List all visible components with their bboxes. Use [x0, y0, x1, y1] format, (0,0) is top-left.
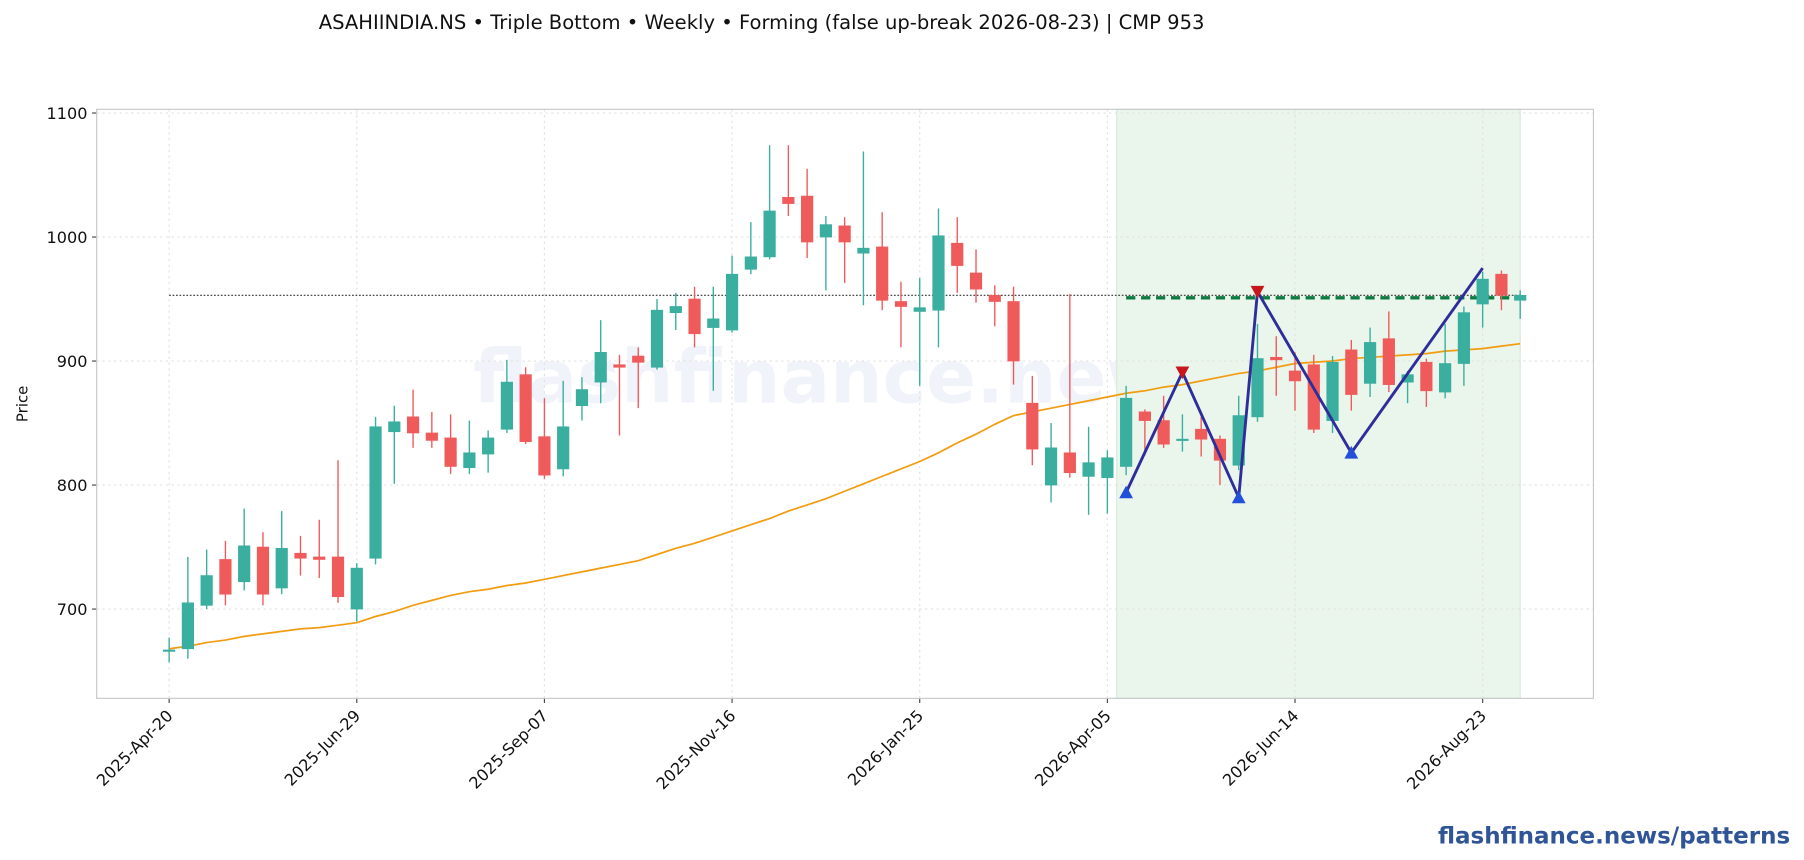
candle-body — [744, 256, 757, 270]
candle-body — [688, 298, 701, 335]
candle-body — [594, 352, 607, 383]
candle-body — [1345, 349, 1358, 395]
candle-body — [969, 272, 983, 290]
candle-body — [463, 452, 476, 469]
candle-body — [1063, 452, 1076, 473]
y-tick-label: 1000 — [46, 228, 87, 247]
candle-body — [388, 421, 401, 433]
y-tick-label: 1100 — [46, 104, 87, 123]
pivot-low — [1344, 445, 1359, 459]
candle-body — [1420, 361, 1433, 392]
candle-body — [707, 318, 720, 328]
candle-body — [219, 559, 232, 595]
candle-body — [313, 556, 326, 560]
candle-body — [1514, 294, 1527, 301]
candle-body — [1439, 363, 1452, 393]
candle-body — [782, 197, 795, 204]
candle-body — [369, 426, 382, 559]
candle-body — [519, 374, 532, 442]
candle-body — [894, 301, 908, 307]
candle-body — [932, 235, 945, 311]
candle-body — [163, 649, 176, 652]
candle-body — [763, 210, 776, 258]
y-axis-label: Price — [14, 386, 32, 422]
candle-body — [275, 547, 288, 589]
candle-body — [256, 546, 270, 595]
candle-body — [876, 246, 889, 301]
candle-body — [406, 416, 420, 434]
candle-body — [1382, 338, 1395, 385]
candle-body — [1363, 342, 1377, 384]
candle-body — [669, 306, 682, 314]
candle-body — [1176, 438, 1189, 441]
candle-body — [801, 195, 814, 243]
candle-body — [819, 224, 832, 238]
candle-body — [1213, 438, 1227, 461]
footer: flashfinance.news/patterns — [1438, 823, 1790, 849]
candle-body — [575, 389, 589, 407]
candle-body — [482, 437, 495, 455]
candle-body — [425, 432, 438, 441]
y-tick-label: 800 — [57, 476, 88, 495]
candle-body — [857, 247, 870, 254]
y-tick-label: 900 — [57, 352, 88, 371]
candle-body — [1157, 420, 1170, 445]
candle-body — [1101, 457, 1114, 478]
candle-body — [294, 552, 307, 559]
candle-body — [1082, 462, 1095, 477]
candle-body — [238, 545, 251, 583]
candle-body — [1251, 358, 1264, 418]
candle-body — [1120, 397, 1133, 467]
plot-frame — [96, 108, 1595, 699]
candle-body — [1044, 447, 1058, 486]
candle-body — [200, 575, 213, 606]
candle-body — [1495, 273, 1508, 296]
candle-body — [838, 225, 851, 243]
candle-body — [988, 294, 1001, 302]
candle-body — [331, 556, 345, 598]
candle-body — [613, 364, 626, 368]
candle-body — [1007, 301, 1020, 362]
pivot-high — [1175, 366, 1190, 380]
candle-body — [1288, 370, 1302, 382]
candle-body — [650, 309, 664, 368]
candle-body — [1476, 278, 1489, 305]
pivot-low — [1231, 490, 1246, 504]
candle-body — [1457, 312, 1470, 364]
candle-body — [951, 242, 964, 266]
candle-body — [538, 436, 551, 476]
y-tick-label: 700 — [57, 600, 88, 619]
candle-body — [181, 602, 194, 650]
candle-body — [350, 567, 363, 610]
candle-body — [1026, 402, 1039, 450]
candle-body — [725, 273, 739, 331]
candle-body — [444, 437, 457, 467]
candle-body — [500, 381, 513, 430]
candle-body — [913, 307, 926, 312]
pivot-high — [1250, 285, 1265, 299]
watermark: flashfinance.news — [473, 336, 1218, 421]
candle-body — [632, 355, 645, 363]
candle-body — [1195, 428, 1208, 440]
chart-title: ASAHIINDIA.NS • Triple Bottom • Weekly •… — [319, 11, 1205, 34]
candle-body — [557, 426, 570, 470]
candle-body — [1138, 411, 1151, 421]
zigzag-line — [1124, 267, 1484, 504]
candle-body — [1270, 356, 1283, 361]
pivot-low — [1119, 485, 1134, 499]
